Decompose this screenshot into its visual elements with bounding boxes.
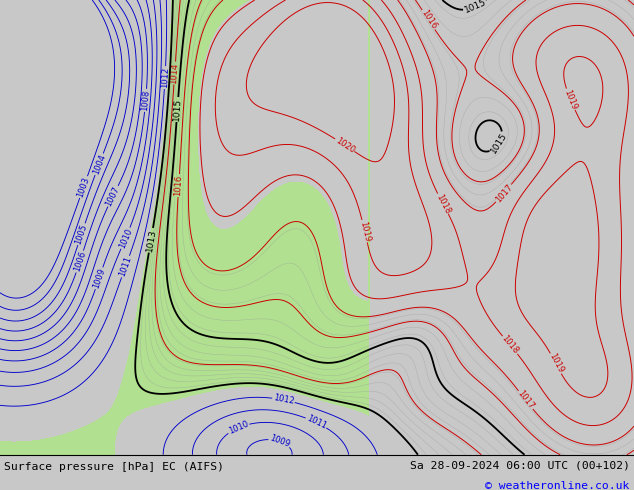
Text: 1010: 1010: [117, 227, 134, 250]
Text: 1012: 1012: [160, 67, 170, 88]
Text: 1007: 1007: [104, 185, 122, 208]
Text: 1017: 1017: [515, 389, 536, 411]
Text: 1019: 1019: [562, 88, 579, 111]
Text: 1004: 1004: [91, 153, 107, 175]
Text: 1018: 1018: [500, 334, 521, 356]
Text: 1009: 1009: [268, 434, 291, 449]
Text: 1019: 1019: [358, 220, 372, 243]
Text: © weatheronline.co.uk: © weatheronline.co.uk: [485, 481, 630, 490]
Text: 1017: 1017: [493, 182, 514, 204]
Text: 1012: 1012: [273, 393, 295, 406]
Text: 1010: 1010: [227, 419, 250, 436]
Text: 1009: 1009: [91, 267, 107, 290]
Text: 1014: 1014: [169, 62, 180, 84]
Text: 1020: 1020: [333, 136, 356, 155]
Text: 1016: 1016: [419, 8, 438, 31]
Text: 1015: 1015: [172, 98, 183, 122]
Text: 1016: 1016: [174, 175, 184, 196]
Text: 1019: 1019: [547, 352, 565, 375]
Text: 1018: 1018: [434, 193, 452, 215]
Text: 1011: 1011: [305, 414, 328, 431]
Text: 1011: 1011: [118, 255, 133, 278]
Text: 1008: 1008: [140, 90, 151, 111]
Text: Surface pressure [hPa] EC (AIFS): Surface pressure [hPa] EC (AIFS): [4, 462, 224, 472]
Text: 1003: 1003: [76, 175, 91, 198]
Text: 1005: 1005: [74, 223, 89, 245]
Text: 1013: 1013: [145, 228, 157, 252]
Text: Sa 28-09-2024 06:00 UTC (00+102): Sa 28-09-2024 06:00 UTC (00+102): [410, 460, 630, 470]
Text: 1015: 1015: [463, 0, 488, 15]
Text: 1006: 1006: [72, 250, 87, 273]
Text: 1015: 1015: [489, 131, 509, 155]
